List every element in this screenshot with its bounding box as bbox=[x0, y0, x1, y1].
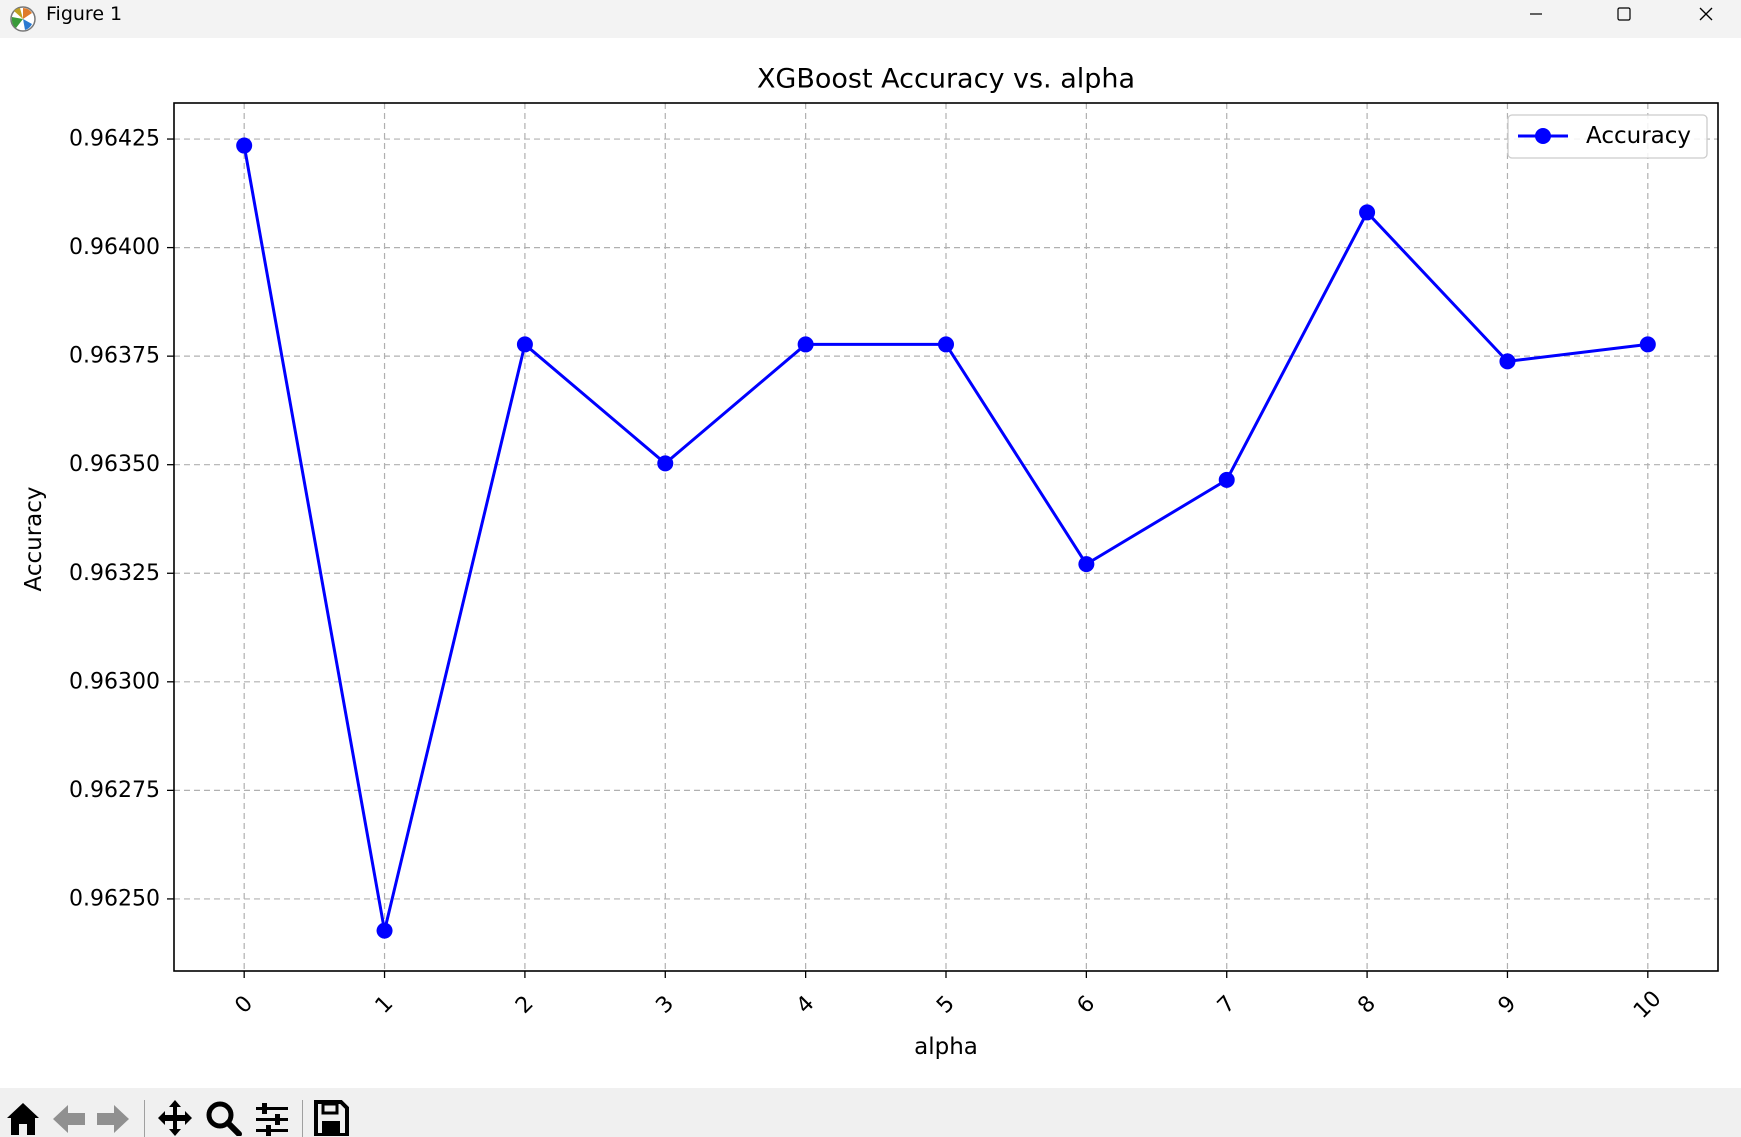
toolbar-separator bbox=[144, 1100, 145, 1137]
data-point bbox=[1499, 353, 1516, 370]
configure-subplots-icon bbox=[256, 1103, 288, 1136]
back-button[interactable] bbox=[49, 1098, 89, 1137]
legend-label: Accuracy bbox=[1586, 123, 1691, 149]
x-tick-label: 4 bbox=[792, 991, 820, 1019]
back-arrow-icon bbox=[53, 1105, 85, 1133]
y-axis-label: Accuracy bbox=[21, 486, 47, 591]
data-point bbox=[236, 137, 253, 154]
home-button[interactable] bbox=[3, 1098, 43, 1137]
data-point bbox=[376, 922, 393, 939]
data-point bbox=[657, 455, 674, 472]
data-point bbox=[1639, 336, 1656, 353]
close-icon bbox=[1699, 7, 1713, 21]
minimize-button[interactable] bbox=[1496, 0, 1576, 28]
save-button[interactable] bbox=[311, 1098, 351, 1137]
data-point bbox=[1078, 556, 1095, 573]
configure-subplots-button[interactable] bbox=[252, 1098, 292, 1137]
matplotlib-logo-icon bbox=[8, 4, 38, 34]
legend: Accuracy bbox=[1507, 114, 1708, 159]
data-point bbox=[797, 336, 814, 353]
forward-button[interactable] bbox=[93, 1098, 133, 1137]
maximize-icon bbox=[1617, 7, 1631, 21]
minimize-icon bbox=[1530, 13, 1542, 15]
zoom-magnifier-icon bbox=[206, 1101, 242, 1136]
x-tick-label: 0 bbox=[230, 991, 258, 1019]
title-bar: Figure 1 bbox=[0, 0, 1741, 38]
data-point bbox=[516, 336, 533, 353]
y-tick-label: 0.96400 bbox=[69, 235, 160, 260]
legend-marker-sample bbox=[1535, 128, 1551, 144]
y-tick-label: 0.96350 bbox=[69, 452, 160, 477]
legend-frame bbox=[1507, 114, 1708, 159]
grid-lines bbox=[174, 103, 1718, 971]
y-tick-label: 0.96375 bbox=[69, 344, 160, 369]
axes-frame bbox=[173, 102, 1719, 972]
x-tick-label: 8 bbox=[1353, 991, 1381, 1019]
data-point bbox=[938, 336, 954, 353]
x-axis-label: alpha bbox=[914, 1034, 978, 1060]
x-tick-label: 1 bbox=[371, 991, 399, 1019]
y-tick-label: 0.96425 bbox=[69, 127, 160, 152]
y-tick-label: 0.96250 bbox=[69, 886, 160, 911]
y-tick-label: 0.96300 bbox=[69, 669, 160, 694]
home-icon bbox=[7, 1103, 39, 1135]
y-tick-label: 0.96325 bbox=[69, 561, 160, 586]
forward-arrow-icon bbox=[97, 1105, 129, 1133]
y-ticks: 0.96250 0.96275 0.96300 0.96325 0.96350 0.963… bbox=[69, 127, 174, 911]
figure-canvas: 0.96250 0.96275 0.96300 0.96325 0.96350 0.963… bbox=[0, 38, 1741, 1088]
chart-title: XGBoost Accuracy vs. alpha bbox=[757, 64, 1135, 95]
close-button[interactable] bbox=[1666, 0, 1741, 28]
window-title: Figure 1 bbox=[46, 3, 123, 25]
x-tick-label: 7 bbox=[1213, 991, 1241, 1019]
x-tick-label: 2 bbox=[511, 991, 539, 1019]
data-point bbox=[1359, 204, 1376, 221]
pan-move-icon bbox=[158, 1100, 192, 1136]
navigation-toolbar bbox=[0, 1088, 1741, 1137]
maximize-button[interactable] bbox=[1584, 0, 1664, 28]
x-tick-label: 6 bbox=[1073, 991, 1101, 1019]
chart: 0.96250 0.96275 0.96300 0.96325 0.96350 0.963… bbox=[21, 64, 1719, 1060]
data-point bbox=[1218, 471, 1235, 488]
x-tick-label: 10 bbox=[1629, 986, 1666, 1023]
x-tick-label: 9 bbox=[1494, 991, 1522, 1019]
y-tick-label: 0.96275 bbox=[69, 778, 160, 803]
x-tick-label: 5 bbox=[932, 991, 960, 1019]
zoom-button[interactable] bbox=[203, 1098, 243, 1137]
pan-button[interactable] bbox=[155, 1098, 195, 1137]
save-floppy-icon bbox=[314, 1100, 349, 1136]
x-ticks: 0 1 2 3 4 5 6 7 8 9 10 bbox=[230, 971, 1667, 1024]
toolbar-separator bbox=[302, 1100, 303, 1137]
x-tick-label: 3 bbox=[651, 991, 679, 1019]
series-layer bbox=[236, 137, 1656, 939]
